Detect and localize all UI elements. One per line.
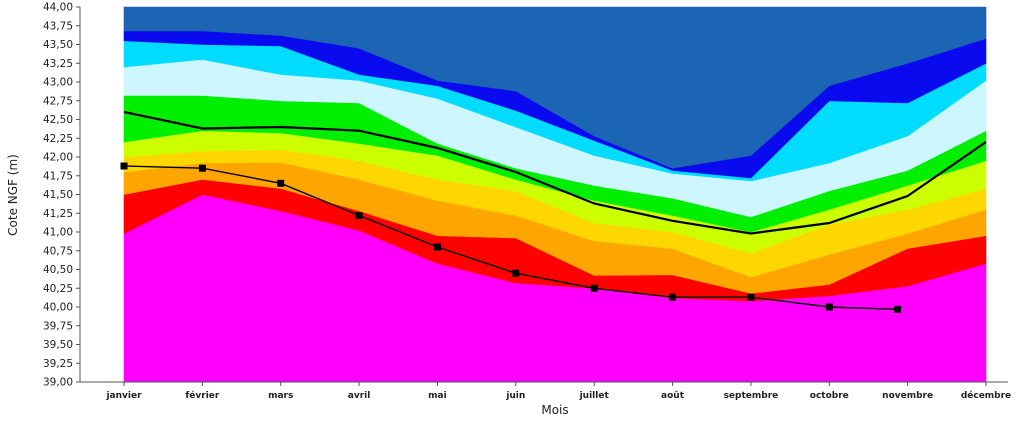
y-tick-label: 40,00 bbox=[43, 302, 73, 314]
y-tick-label: 39,00 bbox=[43, 377, 73, 389]
x-tick-label: novembre bbox=[882, 391, 933, 401]
y-tick-label: 43,75 bbox=[43, 20, 73, 32]
band-area-10 bbox=[123, 6, 987, 169]
series-marker bbox=[669, 293, 676, 301]
x-tick-label: octobre bbox=[810, 391, 849, 401]
y-tick-label: 40,75 bbox=[43, 245, 73, 257]
series-marker bbox=[277, 179, 285, 187]
series-marker bbox=[747, 293, 755, 301]
bands-layer bbox=[123, 6, 987, 383]
x-tick-label: mars bbox=[268, 391, 293, 401]
y-axis-label: Cote NGF (m) bbox=[6, 154, 20, 236]
x-tick-label: juillet bbox=[579, 391, 610, 401]
y-ticks: 39,00 39,25 39,50 39,75 40,00 40,25 40,50 40,75… bbox=[43, 2, 80, 389]
y-tick-label: 43,00 bbox=[43, 77, 73, 89]
x-tick-label: janvier bbox=[105, 391, 142, 401]
y-tick-label: 40,25 bbox=[43, 283, 73, 295]
x-tick-label: février bbox=[185, 390, 220, 401]
y-tick-label: 42,50 bbox=[43, 114, 73, 126]
series-marker bbox=[434, 243, 441, 251]
x-tick-label: septembre bbox=[724, 391, 779, 401]
y-tick-label: 41,50 bbox=[43, 189, 73, 201]
series-marker bbox=[894, 305, 902, 313]
x-tick-label: août bbox=[661, 391, 685, 401]
y-tick-label: 41,25 bbox=[43, 208, 73, 220]
y-tick-label: 41,75 bbox=[43, 170, 73, 182]
y-tick-label: 39,75 bbox=[43, 320, 73, 332]
y-tick-label: 39,50 bbox=[43, 339, 73, 351]
y-tick-label: 43,50 bbox=[43, 39, 73, 51]
y-tick-label: 42,75 bbox=[43, 95, 73, 107]
series-marker bbox=[355, 212, 363, 219]
x-tick-label: décembre bbox=[961, 390, 1011, 401]
y-tick-label: 40,50 bbox=[43, 264, 73, 276]
series-marker bbox=[198, 164, 206, 172]
y-tick-label: 41,00 bbox=[43, 227, 73, 239]
y-tick-label: 39,25 bbox=[43, 358, 73, 370]
series-marker bbox=[590, 284, 598, 292]
x-tick-label: juin bbox=[505, 391, 525, 401]
y-tick-label: 42,25 bbox=[43, 133, 73, 145]
series-line-1 bbox=[123, 110, 987, 235]
y-tick-label: 42,00 bbox=[43, 152, 73, 164]
x-axis-label: Mois bbox=[541, 403, 568, 417]
lines-layer bbox=[120, 110, 987, 313]
x-tick-label: avril bbox=[348, 391, 371, 401]
x-tick-label: mai bbox=[428, 391, 447, 401]
x-ticks: janvier février mars avril mai juin juillet aoû… bbox=[105, 382, 1011, 401]
series-marker bbox=[120, 162, 128, 170]
y-tick-label: 44,00 bbox=[43, 2, 73, 14]
series-marker bbox=[825, 303, 833, 311]
y-tick-label: 43,25 bbox=[43, 58, 73, 70]
series-marker bbox=[512, 269, 520, 277]
